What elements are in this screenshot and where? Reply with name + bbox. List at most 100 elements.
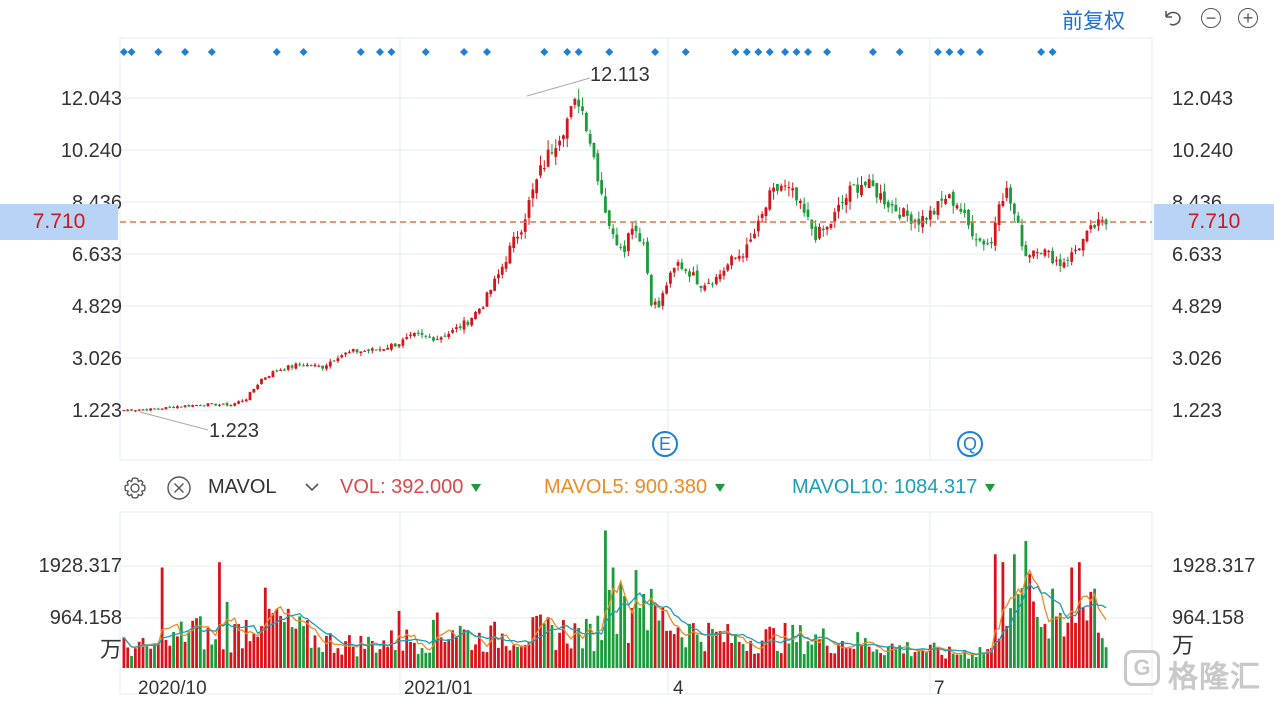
- volume-bar: [390, 630, 393, 668]
- candle-body: [309, 365, 313, 367]
- candle-body: [982, 240, 986, 245]
- watermark-mark: G: [1124, 650, 1160, 686]
- candle-body: [711, 283, 714, 285]
- candle-body: [527, 200, 531, 218]
- candle-body: [875, 183, 879, 198]
- candle-body: [355, 349, 359, 353]
- volume-bar: [810, 644, 814, 668]
- volume-bar: [267, 608, 271, 668]
- event-marker-e[interactable]: E: [652, 431, 678, 457]
- candle-body: [863, 181, 867, 186]
- volume-bar: [458, 625, 462, 668]
- zoom-out-icon[interactable]: −: [1201, 8, 1221, 28]
- candle-body: [756, 220, 760, 232]
- volume-bar: [149, 648, 153, 668]
- candle-body: [905, 210, 909, 216]
- candle-body: [581, 106, 584, 111]
- volume-bar: [745, 650, 749, 668]
- volume-bar: [325, 635, 328, 668]
- zoom-in-icon[interactable]: +: [1238, 8, 1258, 28]
- candle-body: [978, 238, 982, 241]
- y-tick-left: 3.026: [71, 348, 122, 370]
- volume-bar: [772, 628, 776, 668]
- volume-bar: [967, 658, 970, 668]
- volume-bar: [787, 643, 791, 668]
- adjust-button[interactable]: 前复权: [1062, 10, 1125, 33]
- volume-bar: [539, 614, 542, 668]
- volume-bar: [164, 639, 168, 668]
- candle-body: [1051, 250, 1054, 264]
- candle-body: [928, 210, 932, 220]
- volume-bar: [393, 650, 397, 668]
- volume-bar: [542, 623, 546, 668]
- volume-bar: [298, 616, 302, 668]
- volume-bar: [317, 647, 321, 668]
- volume-bar: [405, 629, 409, 668]
- candle-body: [1028, 255, 1032, 258]
- volume-bar: [416, 654, 420, 668]
- candle-body: [451, 330, 454, 333]
- candle-body: [481, 307, 485, 309]
- chevron-down-icon[interactable]: [304, 480, 320, 494]
- candle-body: [179, 406, 183, 408]
- event-marker-q[interactable]: Q: [957, 431, 983, 457]
- candle-body: [363, 350, 367, 352]
- close-icon[interactable]: [166, 475, 192, 501]
- gear-icon[interactable]: [122, 475, 148, 501]
- candle-body: [1077, 248, 1081, 251]
- grid-lines: [119, 37, 1153, 695]
- indicator-name[interactable]: MAVOL: [208, 476, 277, 498]
- volume-bar: [615, 634, 619, 668]
- volume-bar: [397, 610, 401, 668]
- dropdown-triangle[interactable]: [985, 483, 996, 492]
- volume-bar: [928, 644, 932, 668]
- marker-diamond: [681, 48, 690, 56]
- vol-tick-right: 964.158: [1172, 607, 1245, 629]
- candle-body: [443, 335, 447, 337]
- candle-body: [214, 403, 218, 406]
- volume-bar: [244, 619, 248, 668]
- candle-body: [646, 241, 649, 274]
- volume-bar: [913, 652, 917, 668]
- candle-body: [328, 361, 332, 367]
- volume-bar: [202, 649, 206, 668]
- volume-bar: [1055, 616, 1058, 668]
- candle-body: [191, 405, 195, 407]
- volume-bar: [550, 625, 554, 668]
- volume-bar: [970, 653, 974, 668]
- candle-body: [722, 270, 726, 276]
- volume-bar: [466, 630, 470, 668]
- candle-body: [703, 285, 707, 291]
- y-tick-left: 4.829: [71, 296, 122, 318]
- candle-body: [302, 365, 305, 367]
- candle-body: [955, 205, 959, 209]
- marker-diamond: [651, 48, 660, 56]
- candle-body: [749, 239, 753, 242]
- candle-body: [821, 228, 825, 231]
- candle-body: [1055, 260, 1058, 262]
- dropdown-triangle[interactable]: [471, 483, 482, 492]
- volume-bar: [925, 651, 928, 668]
- volume-bar: [626, 642, 630, 668]
- candle-body: [669, 272, 672, 284]
- candle-body: [764, 207, 768, 216]
- volume-bar: [378, 649, 382, 668]
- marker-diamond: [272, 48, 281, 56]
- volume-bar: [183, 641, 187, 668]
- candle-body: [428, 336, 432, 338]
- candle-body: [1089, 225, 1093, 230]
- volume-bar: [944, 658, 947, 668]
- candle-body: [974, 239, 978, 241]
- volume-bar: [833, 653, 837, 668]
- volume-bar: [432, 619, 435, 668]
- undo-icon[interactable]: [1162, 7, 1184, 29]
- candle-body: [665, 285, 668, 294]
- volume-bar: [531, 617, 535, 668]
- dropdown-triangle[interactable]: [715, 483, 726, 492]
- volume-bar: [974, 656, 978, 668]
- volume-bar: [218, 562, 221, 668]
- candle-body: [783, 185, 787, 187]
- candle-body: [776, 184, 779, 191]
- candle-body: [791, 188, 795, 191]
- candle-body: [500, 266, 504, 275]
